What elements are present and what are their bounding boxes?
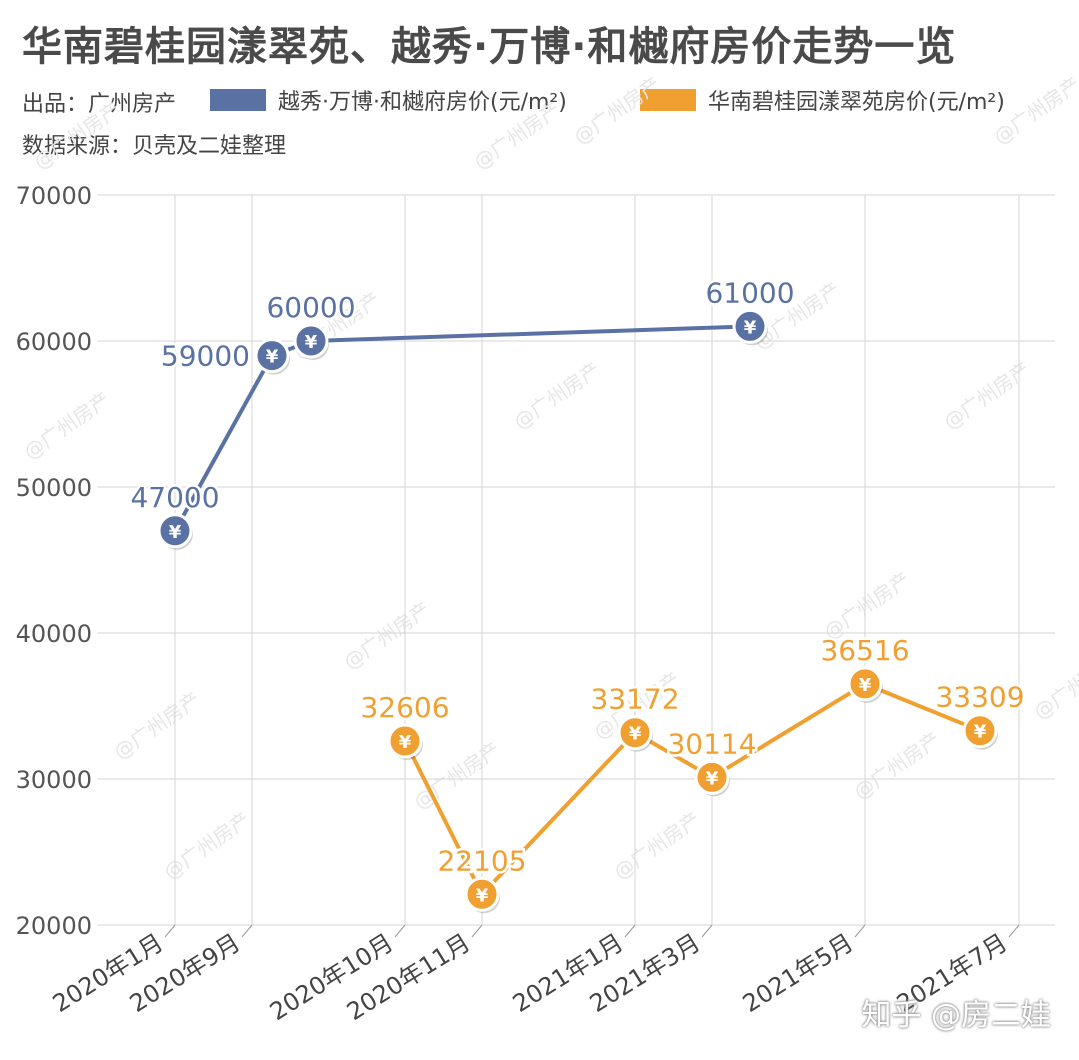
watermark-text: @广州房产	[509, 357, 605, 434]
yuan-icon: ¥	[859, 675, 872, 696]
y-tick-label: 70000	[16, 182, 92, 210]
yuan-icon: ¥	[266, 347, 279, 368]
watermark-text: @广州房产	[849, 727, 945, 804]
data-label: 47000	[130, 481, 219, 514]
data-point-marker	[732, 308, 768, 344]
data-label: 33309	[935, 681, 1024, 714]
data-point-marker	[293, 323, 329, 359]
watermark-text: @广州房产	[29, 97, 125, 174]
legend-swatch-blue	[210, 89, 266, 111]
yuan-icon: ¥	[476, 885, 489, 906]
chart-title: 华南碧桂园漾翠苑、越秀·万博·和樾府房价走势一览	[22, 24, 957, 70]
data-label: 60000	[266, 291, 355, 324]
bottom-watermark: 知乎 @房二娃	[861, 998, 1051, 1033]
yuan-icon: ¥	[169, 522, 182, 543]
x-tick-mark	[394, 924, 406, 938]
watermark-text: @广州房产	[159, 807, 255, 884]
data-label: 61000	[705, 276, 794, 309]
x-tick-mark	[164, 924, 176, 938]
legend-label-yuexiu: 越秀·万博·和樾府房价(元/m²)	[278, 90, 567, 115]
watermark-text: @广州房产	[609, 807, 705, 884]
y-tick-label: 50000	[16, 474, 92, 502]
watermark-text: @广州房产	[939, 357, 1035, 434]
x-tick-mark	[701, 924, 713, 938]
y-tick-label: 40000	[16, 620, 92, 648]
x-tick-mark	[241, 924, 253, 938]
yuan-icon: ¥	[706, 768, 719, 789]
watermark-text: @广州房产	[569, 72, 665, 149]
watermark-text: @广州房产	[469, 97, 565, 174]
x-tick-label: 2021年5月	[738, 928, 858, 1018]
y-tick-label: 60000	[16, 328, 92, 356]
series-line	[173, 324, 751, 532]
watermark-text: @广州房产	[19, 387, 115, 464]
series-line	[403, 681, 981, 897]
yuan-icon: ¥	[744, 317, 757, 338]
x-tick-mark	[1008, 924, 1020, 938]
data-label: 59000	[161, 340, 250, 373]
yuan-icon: ¥	[974, 722, 987, 743]
watermark-text: @广州房产	[1029, 647, 1079, 724]
data-point-marker	[387, 723, 423, 759]
legend-label-bgy: 华南碧桂园漾翠苑房价(元/m²)	[708, 90, 1005, 115]
data-point-marker	[254, 338, 290, 374]
yuan-icon: ¥	[399, 732, 412, 753]
data-label: 33172	[590, 683, 679, 716]
data-label: 32606	[360, 691, 449, 724]
watermark-text: @广州房产	[109, 687, 205, 764]
data-point-marker	[464, 876, 500, 912]
legend-swatch-orange	[640, 89, 696, 111]
data-point-marker	[157, 513, 193, 549]
watermark-text: @广州房产	[989, 72, 1079, 149]
data-source-label: 数据来源：贝壳及二娃整理	[22, 134, 287, 159]
data-point-marker	[694, 759, 730, 795]
y-tick-label: 30000	[16, 766, 92, 794]
data-label: 22105	[437, 844, 526, 877]
x-tick-mark	[854, 924, 866, 938]
data-point-marker	[617, 715, 653, 751]
data-label: 30114	[667, 727, 756, 760]
yuan-icon: ¥	[305, 332, 318, 353]
legend-item-yuexiu: 越秀·万博·和樾府房价(元/m²)	[210, 86, 567, 115]
x-tick-mark	[624, 924, 636, 938]
data-point-marker	[962, 713, 998, 749]
data-label: 36516	[820, 634, 909, 667]
data-point-marker	[847, 666, 883, 702]
producer-label: 出品：广州房产	[22, 92, 177, 117]
x-tick-mark	[471, 924, 483, 938]
watermark-text: @广州房产	[339, 597, 435, 674]
y-tick-label: 20000	[16, 912, 92, 940]
legend-item-bgy: 华南碧桂园漾翠苑房价(元/m²)	[640, 86, 1005, 115]
yuan-icon: ¥	[629, 724, 642, 745]
